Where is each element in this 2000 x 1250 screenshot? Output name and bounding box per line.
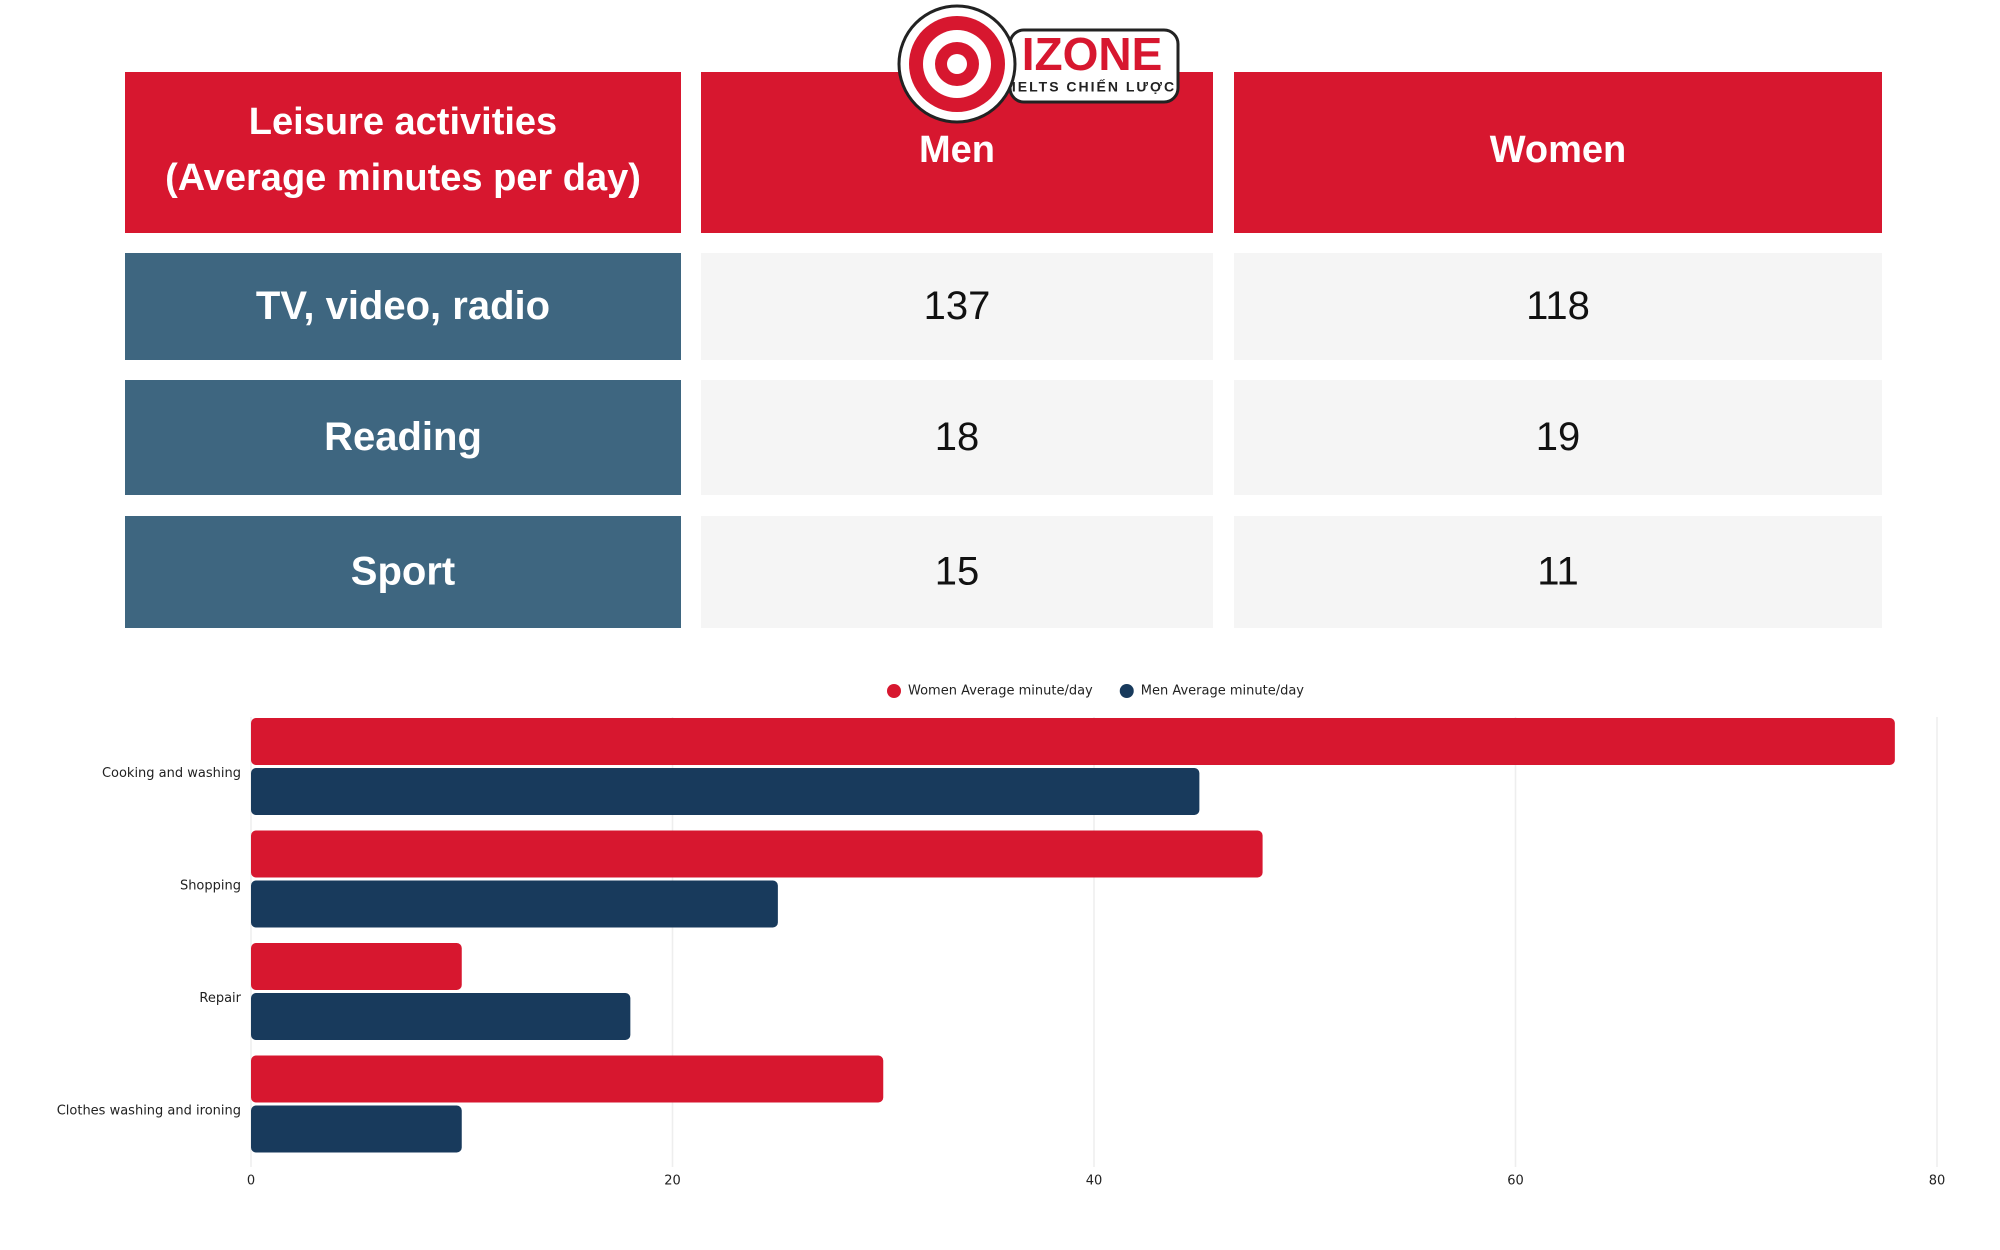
- logo-target: [947, 54, 967, 74]
- y-tick-label: Shopping: [180, 878, 241, 893]
- chart: 0 20 40 60 80 Women Average minute/day Men Ave…: [57, 684, 1946, 1189]
- header-text: Men: [919, 129, 995, 171]
- row-header: [125, 253, 681, 360]
- row-header: [125, 516, 681, 628]
- row-header-text: Sport: [351, 550, 455, 594]
- cell: [701, 516, 1213, 628]
- y-tick-label: Clothes washing and ironing: [57, 1103, 241, 1118]
- bar: [251, 1055, 884, 1103]
- cell-text: 137: [924, 284, 991, 328]
- legend-label: Men Average minute/day: [1141, 684, 1305, 699]
- header-text: Women: [1490, 129, 1627, 171]
- x-tick-label: 20: [664, 1174, 681, 1189]
- bar: [251, 943, 462, 990]
- bar: [251, 993, 631, 1040]
- bar: [251, 830, 1263, 878]
- header-text: Leisure activities: [249, 101, 557, 143]
- cell: [1234, 380, 1882, 495]
- legend-swatch: [887, 684, 901, 698]
- bar: [251, 880, 778, 928]
- y-tick-label: Cooking and washing: [102, 766, 241, 781]
- cell-text: 11: [1537, 550, 1579, 594]
- bar: [251, 1105, 462, 1153]
- logo-tagline: IELTS CHIẾN LƯỢC: [1012, 79, 1176, 95]
- cell-text: 15: [935, 550, 980, 594]
- x-tick-label: 0: [247, 1174, 255, 1189]
- x-tick-label: 40: [1086, 1174, 1103, 1189]
- logo: IZONE IELTS CHIẾN LƯỢC: [897, 4, 1180, 124]
- bar: [251, 768, 1200, 815]
- cell: [1234, 253, 1882, 360]
- cell-text: 118: [1526, 284, 1590, 328]
- cell: [701, 253, 1213, 360]
- legend-label: Women Average minute/day: [908, 684, 1093, 699]
- header-cell: [1234, 72, 1882, 233]
- header-text: (Average minutes per day): [165, 157, 641, 199]
- table: Leisure activities (Average minutes per d…: [125, 72, 1882, 628]
- header-cell: [125, 72, 681, 233]
- y-tick-label: Repair: [199, 991, 241, 1006]
- row-header: [125, 380, 681, 495]
- bar: [251, 718, 1895, 765]
- cell: [1234, 516, 1882, 628]
- row-header-text: Reading: [324, 415, 482, 459]
- legend-swatch: [1119, 684, 1134, 698]
- cell: [701, 380, 1213, 495]
- logo-brand: IZONE: [1022, 28, 1163, 80]
- x-tick-label: 80: [1929, 1174, 1946, 1189]
- x-tick-label: 60: [1507, 1174, 1524, 1189]
- row-header-text: TV, video, radio: [256, 284, 550, 328]
- cell-text: 18: [935, 415, 980, 459]
- cell-text: 19: [1536, 415, 1581, 459]
